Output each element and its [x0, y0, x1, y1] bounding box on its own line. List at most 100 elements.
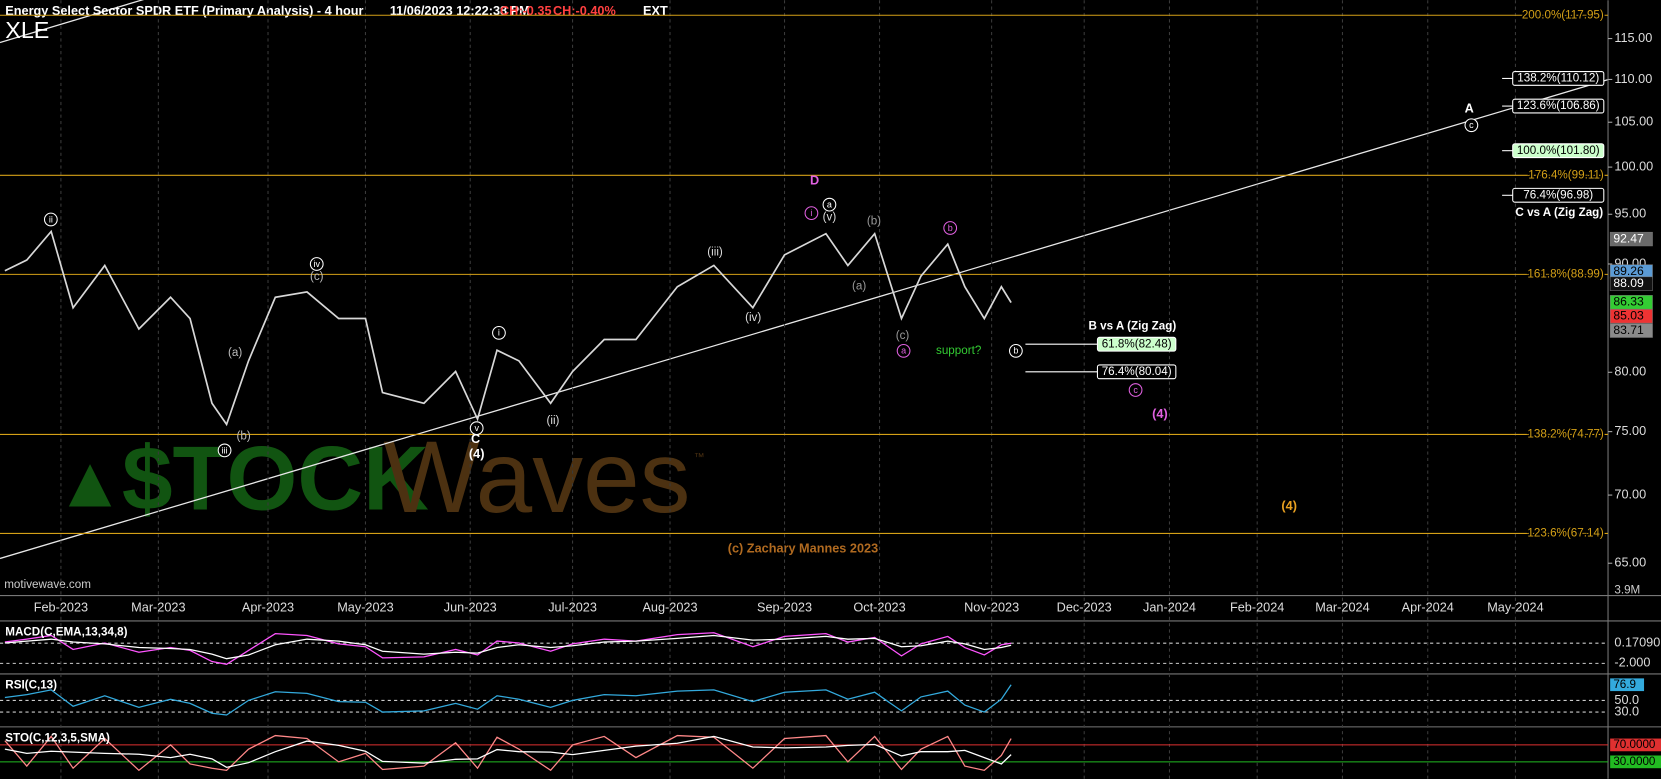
series-line [4, 684, 1012, 716]
panel-title: STO(C,12,3,5,SMA) [5, 732, 110, 745]
copyright: (c) Zachary Mannes 2023 [728, 540, 878, 555]
x-tick-label: Jan-2024 [1143, 600, 1196, 615]
level-label: 138.2%(74.77) [1527, 428, 1603, 441]
wave-label: a [827, 200, 832, 210]
wave-label: (c) [896, 329, 910, 342]
price-tag [1609, 276, 1653, 291]
price-tag [1609, 309, 1653, 324]
y-tick-label: 70.00 [1614, 486, 1646, 501]
x-tick-label: Oct-2023 [853, 600, 905, 615]
wave-label-circle [469, 421, 484, 436]
wave-label: c [1469, 120, 1474, 130]
wave-label: a [901, 346, 906, 356]
level-tag-label: 70.0000 [1613, 738, 1656, 751]
y-tick-label: 0.17090 [1614, 635, 1660, 650]
wave-label: support? [936, 344, 982, 357]
y-tick-label: 50.0 [1614, 692, 1639, 707]
wave-label: c [1133, 385, 1138, 395]
logo: $TOCK Waves ™ [68, 420, 705, 534]
level-label: 200.0%(117.95) [1522, 8, 1604, 21]
level-tag-label: 30.0000 [1613, 755, 1656, 768]
price-tag-label: 89.26 [1613, 264, 1644, 278]
target-box [1096, 336, 1177, 352]
y-tick-label: 65.00 [1614, 555, 1646, 570]
timestamp: 11/06/2023 12:22:38 PM [390, 3, 530, 18]
price-tag [1609, 323, 1653, 338]
wave-label-circle [896, 343, 911, 358]
wave-label-circle [1008, 343, 1023, 358]
x-tick-label: Apr-2023 [242, 600, 294, 615]
series-line [4, 734, 1012, 772]
change-percent: CH:-0.40% [553, 3, 616, 18]
y-tick-label: -2.000 [1614, 655, 1650, 670]
logo-left: $TOCK [122, 428, 429, 529]
x-tick-label: Feb-2023 [34, 600, 88, 615]
wave-label: iv [313, 259, 320, 269]
x-tick-label: Nov-2023 [964, 600, 1019, 615]
y-tick-label: 80.00 [1614, 364, 1646, 379]
target-label: 61.8%(82.48) [1102, 337, 1172, 350]
target-label: 100.0%(101.80) [1517, 144, 1600, 157]
y-tick-label: 105.00 [1614, 114, 1653, 129]
logo-mark: ™ [694, 452, 705, 464]
wave-label: iii [222, 445, 228, 455]
wave-label: ii [49, 214, 53, 224]
target-label: 123.6%(106.86) [1517, 99, 1600, 112]
target-box [1512, 143, 1605, 159]
wave-label: (4) [1281, 498, 1297, 513]
wave-label: (iv) [745, 311, 761, 324]
wave-label: b [1013, 346, 1018, 356]
x-tick-label: Sep-2023 [757, 600, 812, 615]
wave-label: (4) [1152, 406, 1168, 421]
target-box [1512, 187, 1605, 203]
y-tick-label: 100.00 [1614, 158, 1653, 173]
wave-label: (c) [310, 270, 324, 283]
price-tag-label: 88.09 [1613, 276, 1644, 290]
series-line [4, 634, 1012, 660]
wave-label-circle [309, 257, 324, 271]
wave-label: i [498, 328, 500, 338]
wave-label-circle [822, 197, 837, 212]
panel-title: RSI(C,13) [5, 679, 57, 692]
logo-triangle [68, 464, 112, 507]
x-tick-label: Jul-2023 [548, 600, 597, 615]
x-tick-label: Aug-2023 [642, 600, 697, 615]
x-tick-label: Feb-2024 [1230, 600, 1284, 615]
level-label: 123.6%(67.14) [1527, 527, 1603, 540]
price-tag [1609, 231, 1653, 247]
price-tag-label: 83.71 [1613, 323, 1644, 337]
y-tick-label: 75.00 [1614, 423, 1646, 438]
wave-label-circle [217, 443, 232, 458]
x-tick-label: Jun-2023 [444, 600, 497, 615]
wave-label: (a) [228, 346, 242, 359]
level-tag [1610, 755, 1661, 769]
last-value-label: 76.9 [1613, 678, 1636, 691]
wave-label: C [471, 431, 480, 446]
x-tick-label: May-2024 [1487, 600, 1544, 615]
wave-label-circle [804, 206, 819, 221]
target-label: 138.2%(110.12) [1517, 72, 1599, 85]
wave-label: (b) [237, 430, 251, 443]
panel-title: MACD(C,EMA,13,34,8) [5, 626, 127, 639]
wave-label-circle [1464, 118, 1479, 133]
target-label: 76.4%(96.98) [1523, 188, 1593, 201]
chart-title: Energy Select Sector SPDR ETF (Primary A… [5, 3, 363, 18]
target-group-title: B vs A (Zig Zag) [1089, 320, 1177, 333]
y-tick-label: 110.00 [1614, 71, 1652, 86]
y-tick-label: 115.00 [1614, 30, 1652, 45]
volume-label: 3.9M [1614, 583, 1640, 596]
level-label: 161.8%(88.99) [1527, 267, 1603, 280]
price-tag-label: 86.33 [1613, 294, 1644, 308]
target-group-title: C vs A (Zig Zag) [1515, 206, 1603, 219]
last-value-tag [1610, 678, 1645, 692]
target-box [1512, 71, 1605, 86]
x-tick-label: Mar-2023 [131, 600, 185, 615]
wave-label: D [810, 173, 819, 188]
wave-label: (v) [823, 210, 837, 223]
wave-label-circle [492, 325, 506, 340]
wave-label-circle [1128, 383, 1143, 397]
wave-label: (iii) [707, 245, 723, 258]
y-tick-label: 95.00 [1614, 206, 1646, 221]
x-tick-label: Apr-2024 [1402, 600, 1454, 615]
